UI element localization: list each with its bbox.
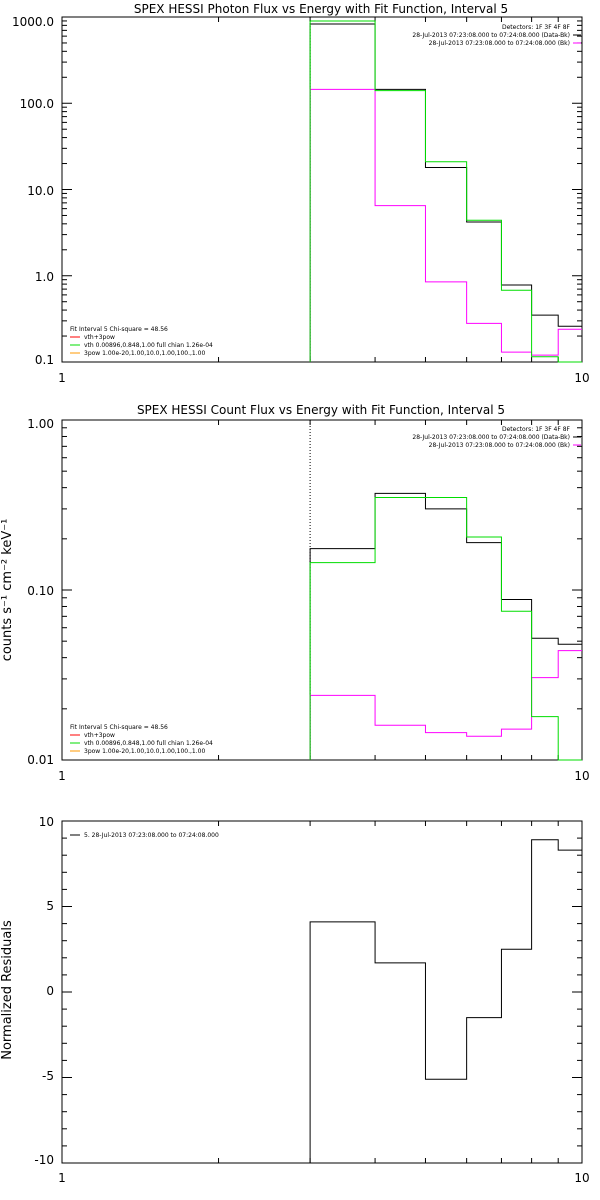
residuals-legend-interval: 5. 28-Jul-2013 07:23:08.000 to 07:24:08.… (84, 832, 219, 839)
count-flux-y-tick-label: 0.01 (27, 753, 54, 767)
count-flux-legend-vth: vth 0.00896,0.848,1.00 full chian 1.26e-… (84, 740, 213, 747)
photon-flux-y-tick-label: 100.0 (20, 97, 54, 111)
photon-flux-legend-fit-interval: Fit Interval 5 Chi-square = 48.56 (70, 326, 168, 333)
photon-flux-legend-data-bk: 28-Jul-2013 07:23:08.000 to 07:24:08.000… (412, 32, 570, 39)
count-flux-y-axis-label: counts s⁻¹ cm⁻² keV⁻¹ (0, 519, 15, 662)
photon-flux-panel: SPEX HESSI Photon Flux vs Energy with Fi… (12, 2, 590, 385)
residuals-y-axis-label: Normalized Residuals (0, 920, 15, 1060)
residuals-y-tick-label: 0 (46, 984, 54, 998)
residuals-y-tick-label: -10 (34, 1153, 54, 1167)
residuals-x-axis: 1 10 (58, 1171, 589, 1185)
count-flux-legend-fit-interval: Fit Interval 5 Chi-square = 48.56 (70, 724, 168, 731)
residuals-y-tick-label: 5 (46, 899, 54, 913)
photon-flux-series-line (309, 88, 582, 362)
photon-flux-x-tick-label: 10 (574, 371, 589, 385)
count-flux-y-tick-label: 0.10 (27, 584, 54, 598)
count-flux-series-line (309, 650, 582, 760)
photon-flux-legend-bk: 28-Jul-2013 07:23:08.000 to 07:24:08.000… (429, 40, 570, 47)
photon-flux-plot-frame (61, 16, 583, 363)
count-flux-x-tick-label: 1 (58, 769, 66, 783)
count-flux-x-tick-label: 10 (574, 769, 589, 783)
residuals-panel: Normalized Residuals 10 5 0 -5 -10 1 10 … (0, 815, 590, 1185)
count-flux-legend-bk: 28-Jul-2013 07:23:08.000 to 07:24:08.000… (429, 442, 570, 449)
photon-flux-title: SPEX HESSI Photon Flux vs Energy with Fi… (134, 2, 508, 16)
count-flux-x-axis: 1 10 (58, 769, 589, 783)
photon-flux-legend-detectors: Detectors: 1F 3F 4F 8F (502, 24, 571, 31)
photon-flux-y-tick-label: 0.1 (35, 353, 54, 367)
residuals-y-tick-label: 10 (39, 815, 54, 829)
residuals-x-tick-label: 10 (574, 1171, 589, 1185)
count-flux-legend: Detectors: 1F 3F 4F 8F 28-Jul-2013 07:23… (70, 426, 581, 755)
photon-flux-y-axis: 1000.0 100.0 10.0 1.0 0.1 (12, 15, 54, 367)
residuals-series (309, 839, 582, 1163)
photon-flux-y-tick-label: 1000.0 (12, 15, 54, 29)
count-flux-series (309, 420, 582, 761)
residuals-y-axis: 10 5 0 -5 -10 (34, 815, 54, 1167)
count-flux-tick-marks (62, 419, 582, 761)
count-flux-series-line (309, 492, 582, 760)
photon-flux-series (309, 17, 582, 363)
count-flux-y-tick-label: 1.00 (27, 417, 54, 431)
photon-flux-x-tick-label: 1 (58, 371, 66, 385)
residuals-legend: 5. 28-Jul-2013 07:23:08.000 to 07:24:08.… (70, 832, 219, 839)
photon-flux-y-tick-label: 10.0 (27, 184, 54, 198)
photon-flux-legend-vth3pow: vth+3pow (84, 334, 115, 341)
count-flux-panel: SPEX HESSI Count Flux vs Energy with Fit… (0, 403, 590, 783)
count-flux-legend-detectors: Detectors: 1F 3F 4F 8F (502, 426, 571, 433)
count-flux-y-axis: 1.00 0.10 0.01 (27, 417, 54, 767)
photon-flux-x-axis: 1 10 (58, 371, 589, 385)
residuals-y-tick-label: -5 (42, 1069, 54, 1083)
count-flux-legend-3pow: 3pow 1.00e-20,1.00,10.0,1.00,100.,1.00 (84, 748, 205, 755)
photon-flux-legend: Detectors: 1F 3F 4F 8F 28-Jul-2013 07:23… (70, 24, 581, 357)
count-flux-legend-data-bk: 28-Jul-2013 07:23:08.000 to 07:24:08.000… (412, 434, 570, 441)
residuals-series-line (309, 839, 582, 1163)
residuals-plot-frame (61, 820, 583, 1164)
photon-flux-y-tick-label: 1.0 (35, 270, 54, 284)
photon-flux-series-line (309, 20, 582, 363)
residuals-tick-marks (62, 820, 582, 1164)
photon-flux-series-line (309, 23, 582, 362)
photon-flux-tick-marks (62, 16, 582, 363)
count-flux-series-line (309, 497, 582, 761)
count-flux-plot-frame (61, 419, 583, 761)
count-flux-legend-vth3pow: vth+3pow (84, 732, 115, 739)
photon-flux-legend-3pow: 3pow 1.00e-20,1.00,10.0,1.00,100.,1.00 (84, 350, 205, 357)
residuals-x-tick-label: 1 (58, 1171, 66, 1185)
count-flux-title: SPEX HESSI Count Flux vs Energy with Fit… (137, 403, 505, 417)
photon-flux-legend-vth: vth 0.00896,0.848,1.00 full chian 1.26e-… (84, 342, 213, 349)
